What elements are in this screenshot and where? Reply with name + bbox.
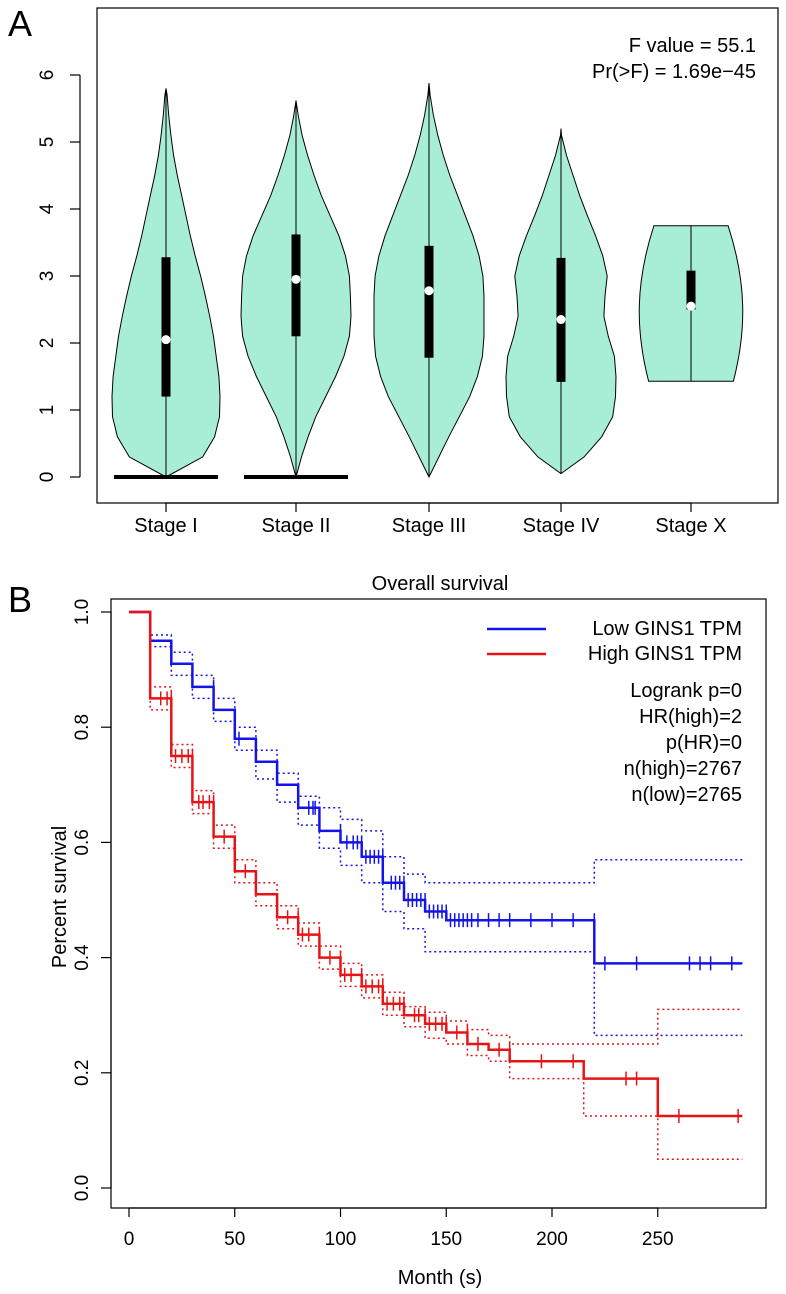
legend-stat: Logrank p=0 <box>630 680 742 702</box>
violin-median-point <box>686 301 696 311</box>
panel-a-label: A <box>8 3 32 44</box>
violin-iqr-box <box>161 257 171 397</box>
x-category-label: Stage I <box>134 515 197 537</box>
y-tick-label: 0.2 <box>72 1060 93 1086</box>
ci-lower-line <box>129 611 743 1037</box>
x-category-label: Stage III <box>392 515 467 537</box>
violin-chart: 0 1 2 3 4 5 6 Stage I Stage II Stage III Stage IV S… <box>37 7 779 537</box>
stat-annotation: F value = 55.1 <box>629 35 756 57</box>
legend-stat: n(high)=2767 <box>624 758 742 780</box>
x-tick-label: 100 <box>325 1229 357 1250</box>
x-category-label: Stage IV <box>523 515 600 537</box>
y-tick-label: 0.6 <box>72 829 93 855</box>
x-tick-label: 250 <box>642 1229 674 1250</box>
x-category-label: Stage II <box>262 515 331 537</box>
legend-stat: HR(high)=2 <box>639 706 742 728</box>
y-tick-label: 0.4 <box>72 944 93 971</box>
y-tick-label: 0.0 <box>72 1175 93 1201</box>
legend-stat: n(low)=2765 <box>631 784 742 806</box>
x-category-label: Stage X <box>655 515 726 537</box>
panel-b-label: B <box>8 579 32 620</box>
violin-median-point <box>161 335 171 345</box>
y-tick-label: 1 <box>37 405 58 416</box>
ci-upper-line <box>129 611 743 1045</box>
y-tick-label: 5 <box>37 137 58 148</box>
legend-label: High GINS1 TPM <box>588 643 742 665</box>
y-tick-label: 3 <box>37 271 58 282</box>
y-tick-label: 1.0 <box>72 599 93 625</box>
y-tick-label: 6 <box>37 70 58 81</box>
violin-median-point <box>424 286 434 296</box>
x-tick-label: 0 <box>124 1229 135 1250</box>
survival-chart: Overall survival 0 50 100 150 200 250 Month (s)… <box>49 573 767 1289</box>
chart-title: Overall survival <box>372 573 509 595</box>
survival-curve <box>129 610 743 965</box>
stat-annotation: Pr(>F) = 1.69e−45 <box>592 61 756 83</box>
x-tick-label: 150 <box>430 1229 462 1250</box>
y-tick-label: 0 <box>37 472 58 483</box>
violin-iqr-box <box>424 245 434 358</box>
y-tick-label: 4 <box>37 203 58 214</box>
violin-median-point <box>556 315 566 325</box>
x-tick-label: 200 <box>536 1229 568 1250</box>
violin-iqr-box <box>291 234 301 337</box>
ci-lower-line <box>129 611 743 1160</box>
legend-stat: p(HR)=0 <box>666 732 742 754</box>
violin-median-point <box>291 274 301 284</box>
x-tick-label: 50 <box>224 1229 245 1250</box>
legend-label: Low GINS1 TPM <box>592 618 742 640</box>
y-axis-label: Percent survival <box>49 826 71 968</box>
y-tick-label: 2 <box>37 338 58 349</box>
y-tick-label: 0.8 <box>72 714 93 740</box>
violin-iqr-box <box>686 270 696 310</box>
x-axis-label: Month (s) <box>398 1267 482 1289</box>
